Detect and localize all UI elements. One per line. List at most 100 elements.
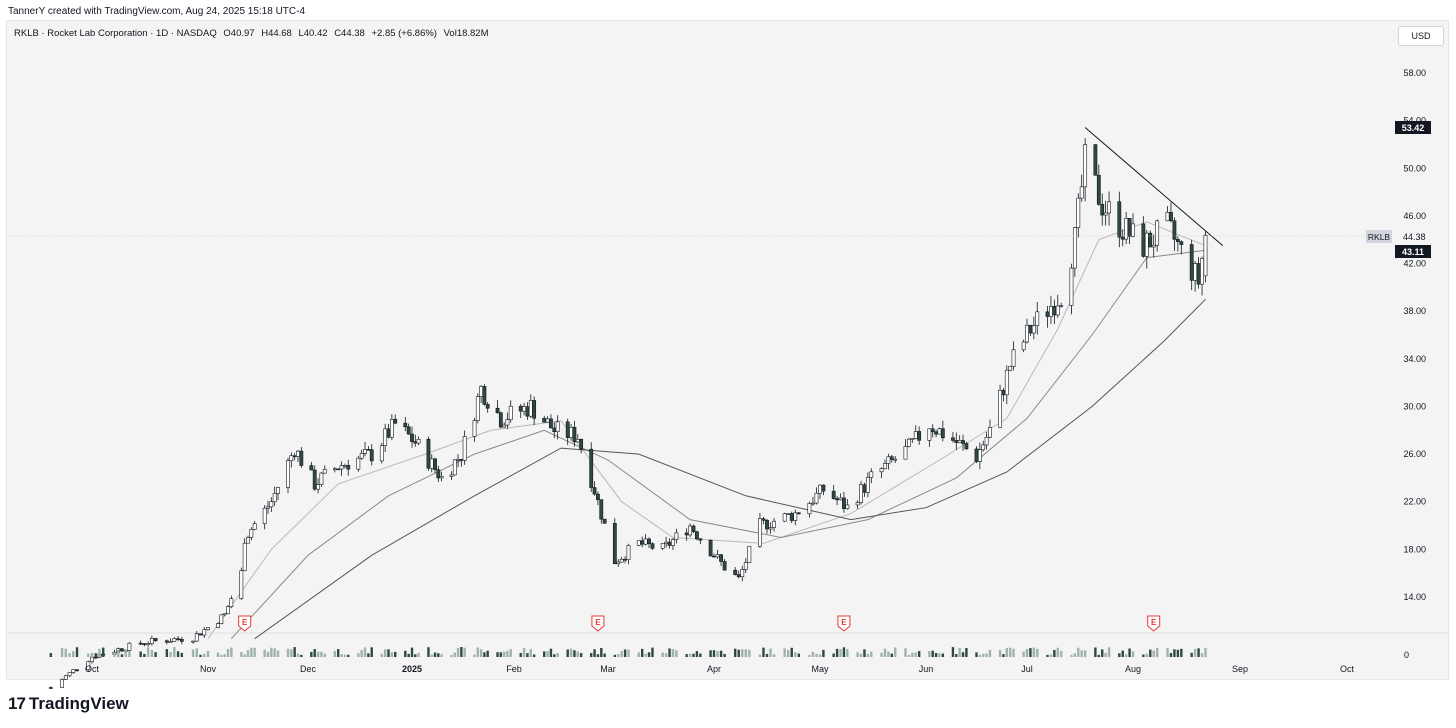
volume-axis-label: 0	[1404, 650, 1409, 660]
volume-bar	[246, 650, 250, 657]
volume-bar	[593, 649, 596, 657]
candle-body	[176, 638, 180, 640]
volume-bar	[1029, 648, 1032, 657]
earnings-marker[interactable]: E	[837, 615, 851, 632]
candle-body	[691, 525, 696, 532]
volume-bar	[1190, 652, 1193, 657]
volume-bar	[617, 654, 620, 657]
volume-bar	[723, 654, 726, 657]
candle-body	[413, 441, 418, 444]
candle-body	[191, 640, 195, 643]
candle-body	[63, 675, 68, 680]
volume-bar	[1149, 649, 1152, 657]
candle-body	[472, 420, 477, 437]
candle-body	[67, 672, 72, 677]
volume-bar	[479, 649, 483, 657]
volume-bar	[640, 648, 644, 657]
last-price-label: 44.38	[1403, 232, 1426, 242]
candle-body	[977, 449, 982, 462]
volume-bar	[880, 652, 883, 657]
tradingview-logo-icon: 17	[8, 694, 26, 713]
volume-bar	[1059, 650, 1063, 657]
volume-bar	[250, 647, 253, 657]
volume-bar	[367, 653, 370, 657]
time-axis[interactable]: Oct Nov Dec 2025 Feb Mar Apr May Jun Jul Aug Sep Oct	[85, 664, 1355, 674]
candle-body	[1055, 305, 1060, 316]
volume-bar	[433, 652, 437, 657]
volume-bar	[276, 650, 280, 657]
volume-bar	[1056, 647, 1059, 657]
candle-body	[479, 386, 483, 397]
candle-body	[1175, 239, 1180, 242]
volume-bar	[1180, 648, 1183, 657]
candle-body	[416, 438, 421, 444]
volume-bar	[263, 649, 266, 657]
candle-body	[733, 569, 738, 575]
volume-bar	[1025, 648, 1029, 657]
candle-body	[172, 638, 177, 642]
price-axis[interactable]: 58.00 54.00 50.00 46.00 42.00 38.00 34.00 30.00…	[1403, 68, 1426, 602]
candle-body	[974, 448, 979, 462]
volume-bar	[546, 651, 549, 657]
candle-body	[379, 445, 384, 462]
volume-bar	[124, 649, 127, 657]
volume-bar	[1121, 650, 1124, 657]
resistance-trendline[interactable]	[1084, 127, 1224, 247]
volume-bar	[506, 650, 509, 657]
volume-bar	[566, 649, 569, 657]
volume-bar	[839, 649, 842, 657]
volume-bar	[734, 648, 737, 657]
volume-bar	[240, 652, 243, 657]
volume-bar	[499, 652, 503, 657]
candle-body	[842, 497, 846, 509]
candle-body	[153, 638, 158, 642]
volume-bar	[842, 647, 846, 657]
candle-body	[1103, 212, 1108, 216]
volume-bar	[664, 653, 668, 657]
candle-body	[569, 426, 573, 438]
candle-body	[660, 543, 665, 549]
volume-bar	[1169, 653, 1173, 657]
volume-bar	[1200, 653, 1204, 657]
candle-body	[292, 455, 297, 458]
volume-bar	[1107, 647, 1111, 657]
candle-body	[403, 422, 408, 428]
candle-body	[229, 598, 234, 608]
candle-body	[495, 407, 500, 414]
volume-bar	[64, 648, 68, 657]
time-tick-label: Apr	[707, 664, 721, 674]
symbol-legend: RKLB · Rocket Lab Corporation · 1D · NAS…	[14, 28, 493, 39]
time-tick-label: Jul	[1021, 664, 1033, 674]
volume-bar	[911, 652, 914, 657]
brand-footer[interactable]: 17 TradingView	[8, 694, 129, 714]
candle-body	[715, 554, 720, 558]
volume-bar	[320, 651, 323, 657]
earnings-marker[interactable]: E	[591, 615, 605, 632]
candle-body	[1035, 311, 1040, 326]
volume-bar	[453, 652, 456, 657]
price-tick-label: 22.00	[1403, 497, 1426, 507]
earnings-marker[interactable]: E	[238, 615, 252, 632]
low-value: L40.42	[298, 28, 328, 39]
volume-bar	[870, 651, 873, 657]
volume-bar	[958, 647, 961, 657]
volume-bar	[543, 651, 546, 657]
volume-bar	[313, 649, 316, 657]
volume-bar	[985, 653, 988, 657]
candle-body	[386, 428, 391, 438]
candle-body	[1141, 223, 1146, 257]
volume-bar	[1049, 654, 1053, 657]
candle-body	[1031, 325, 1036, 334]
volume-bar	[808, 654, 811, 657]
symbol-title[interactable]: RKLB · Rocket Lab Corporation · 1D · NAS…	[14, 28, 217, 39]
earnings-marker[interactable]: E	[1147, 615, 1161, 632]
candle-body	[1196, 263, 1201, 285]
earnings-marker-label: E	[841, 618, 847, 627]
high-marker-label: 53.42	[1402, 123, 1425, 133]
currency-button[interactable]: USD	[1398, 26, 1444, 46]
volume-bar	[333, 650, 337, 657]
candle-body	[786, 513, 791, 515]
trendline[interactable]	[1084, 127, 1224, 247]
